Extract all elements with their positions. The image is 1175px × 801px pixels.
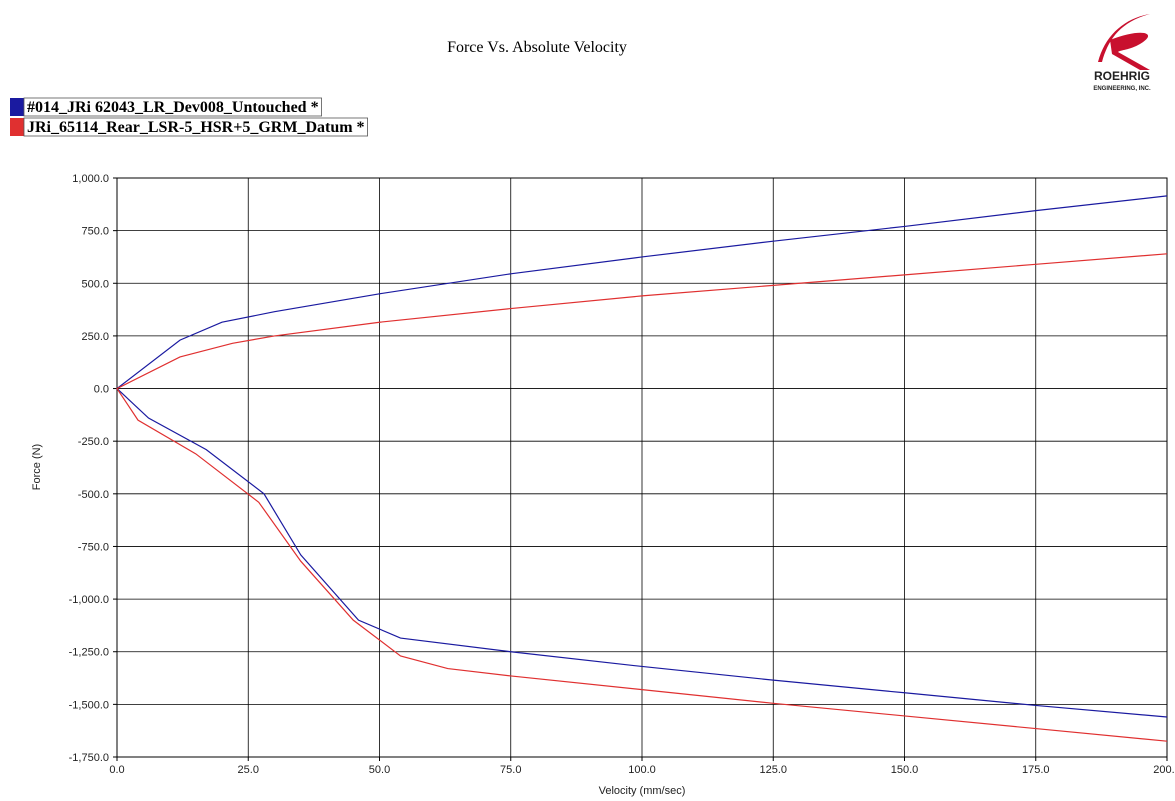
y-tick-label: -1,500.0: [69, 699, 109, 711]
y-tick-label: 1,000.0: [72, 173, 109, 185]
x-tick-label: 175.0: [1022, 764, 1050, 776]
y-tick-label: -1,000.0: [69, 594, 109, 606]
legend-swatch: [10, 98, 24, 116]
logo-sub: ENGINEERING, INC.: [1093, 86, 1151, 92]
x-tick-label: 75.0: [500, 764, 521, 776]
x-tick-label: 25.0: [238, 764, 259, 776]
x-axis-label: Velocity (mm/sec): [599, 785, 686, 797]
logo-mark: [1098, 14, 1150, 70]
logo-name: ROEHRIG: [1094, 69, 1150, 83]
x-tick-label: 150.0: [891, 764, 919, 776]
y-tick-label: 0.0: [94, 384, 109, 396]
legend: #014_JRi 62043_LR_Dev008_Untouched * JRi_…: [10, 97, 368, 137]
legend-box: [23, 97, 322, 117]
y-tick-label: -250.0: [78, 436, 109, 448]
legend-swatch: [10, 118, 24, 136]
legend-box: [23, 117, 368, 137]
series-line: [116, 253, 1168, 742]
logo: ROEHRIG ENGINEERING, INC.: [1093, 14, 1151, 92]
chart-title: Force Vs. Absolute Velocity: [447, 39, 627, 56]
x-tick-label: 200.0: [1153, 764, 1175, 776]
legend-label: JRi_65114_Rear_LSR-5_HSR+5_GRM_Datum *: [27, 119, 365, 136]
legend-label: #014_JRi 62043_LR_Dev008_Untouched *: [27, 99, 319, 116]
x-tick-label: 100.0: [628, 764, 656, 776]
y-tick-label: -500.0: [78, 489, 109, 501]
y-tick-label: 500.0: [81, 278, 109, 290]
y-tick-label: -1,750.0: [69, 752, 109, 764]
x-tick-label: 0.0: [109, 764, 124, 776]
y-tick-label: -750.0: [78, 541, 109, 553]
x-tick-label: 50.0: [369, 764, 390, 776]
y-axis-label: Force (N): [31, 444, 43, 490]
y-tick-label: 250.0: [81, 331, 109, 343]
y-tick-label: 750.0: [81, 226, 109, 238]
x-tick-label: 125.0: [759, 764, 787, 776]
y-tick-label: -1,250.0: [69, 647, 109, 659]
series-line: [116, 195, 1168, 718]
